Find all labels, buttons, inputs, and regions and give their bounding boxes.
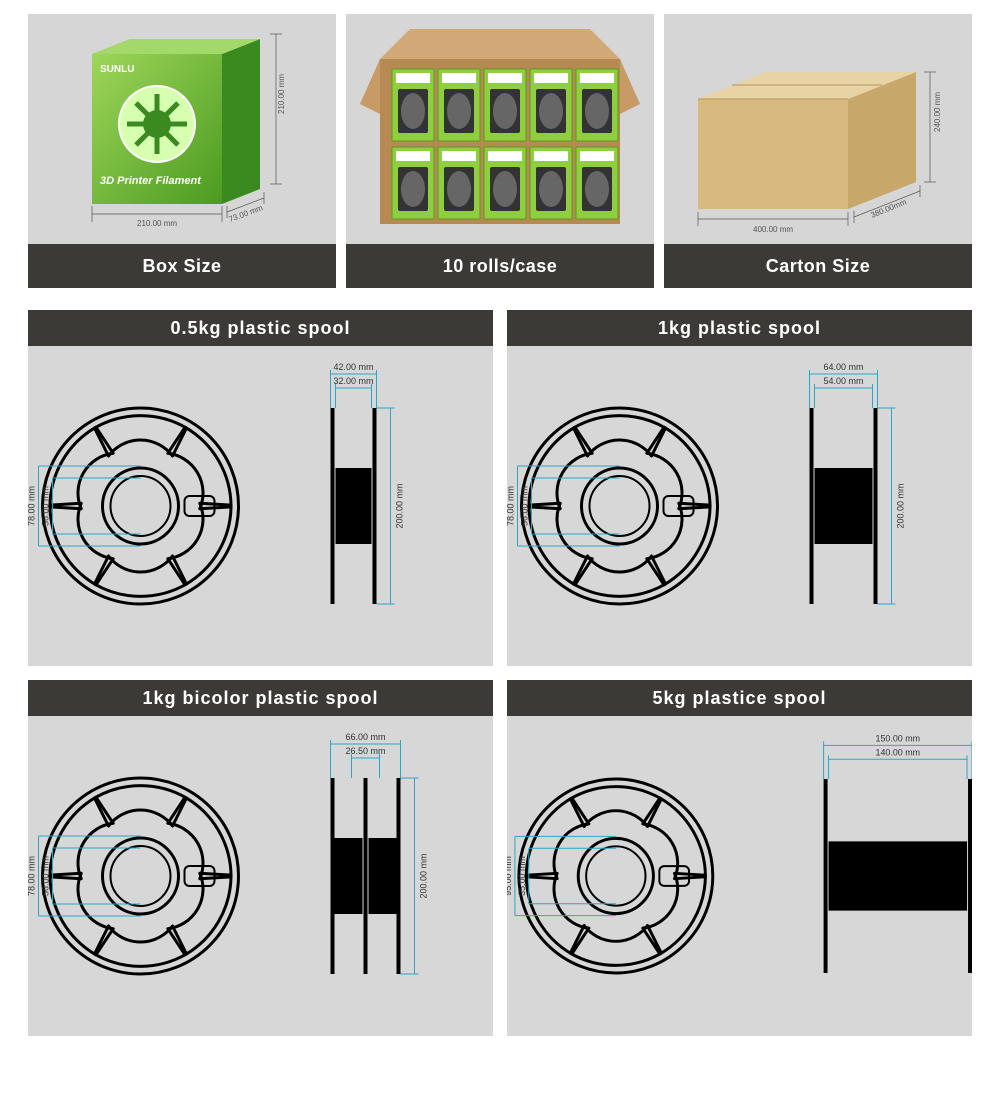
svg-text:64.00 mm: 64.00 mm [823,362,863,372]
svg-text:56.00 mm: 56.00 mm [520,486,530,526]
spool-cell: 0.5kg plastic spool [28,310,493,666]
spool-title: 1kg plastic spool [507,310,972,346]
svg-text:200.00 mm: 200.00 mm [896,483,906,528]
svg-text:78.00 mm: 78.00 mm [507,486,516,526]
svg-text:200.00 mm: 200.00 mm [395,483,405,528]
svg-text:66.00 mm: 66.00 mm [345,732,385,742]
spool-cell: 5kg plastice spool [507,680,972,1036]
carton-d: 380.00mm [869,197,908,220]
svg-text:150.00 mm: 150.00 mm [876,733,920,743]
rolls-case-cell: 10 rolls/case [346,14,654,288]
rolls-case-figure [346,14,654,244]
svg-text:26.50 mm: 26.50 mm [345,746,385,756]
svg-text:78.00 mm: 78.00 mm [28,486,37,526]
box-h: 210.00 mm [277,74,286,114]
box-w: 210.00 mm [137,219,177,228]
spool-cell: 1kg bicolor plastic spool [28,680,493,1036]
carton-w: 400.00 mm [753,225,793,234]
svg-text:32.00 mm: 32.00 mm [333,376,373,386]
box-size-figure: SUNLU 3D Printer Filament [28,14,336,244]
carton-size-label: Carton Size [664,244,972,288]
svg-text:200.00 mm: 200.00 mm [419,853,429,898]
spool-diagram: 56.00 mm 78.00 mm 42.00 mm 32.00 mm 200.0… [28,346,493,666]
spool-cell: 1kg plastic spool [507,310,972,666]
box-size-label: Box Size [28,244,336,288]
carton-size-cell: 400.00 mm 380.00mm 240.00 mm Carton Size [664,14,972,288]
svg-text:140.00 mm: 140.00 mm [876,747,920,757]
spool-title: 5kg plastice spool [507,680,972,716]
spool-diagram: 35.00 mm 95.00 mm 150.00 mm140.00 mm 300… [507,716,972,1036]
spool-title: 1kg bicolor plastic spool [28,680,493,716]
svg-text:95.00 mm: 95.00 mm [507,856,513,896]
carton-h: 240.00 mm [933,92,942,132]
svg-text:56.00 mm: 56.00 mm [41,486,51,526]
box-d: 73.00 mm [228,203,265,224]
spool-grid: 0.5kg plastic spool [0,288,1000,1050]
svg-text:54.00 mm: 54.00 mm [823,376,863,386]
svg-text:78.00 mm: 78.00 mm [28,856,37,896]
box-size-cell: SUNLU 3D Printer Filament [28,14,336,288]
packaging-row: SUNLU 3D Printer Filament [0,0,1000,288]
spool-diagram: 56.00 mm 78.00 mm 64.00 mm 54.00 mm 200.0… [507,346,972,666]
brand-text: SUNLU [100,64,134,75]
rolls-case-label: 10 rolls/case [346,244,654,288]
svg-text:35.00 mm: 35.00 mm [517,856,527,896]
product-text: 3D Printer Filament [100,175,202,187]
svg-text:42.00 mm: 42.00 mm [333,362,373,372]
carton-size-figure: 400.00 mm 380.00mm 240.00 mm [664,14,972,244]
svg-text:56.00 mm: 56.00 mm [41,856,51,896]
spool-title: 0.5kg plastic spool [28,310,493,346]
spool-diagram: 56.00 mm 78.00 mm 66.00 mm 26.50 mm 200.0… [28,716,493,1036]
